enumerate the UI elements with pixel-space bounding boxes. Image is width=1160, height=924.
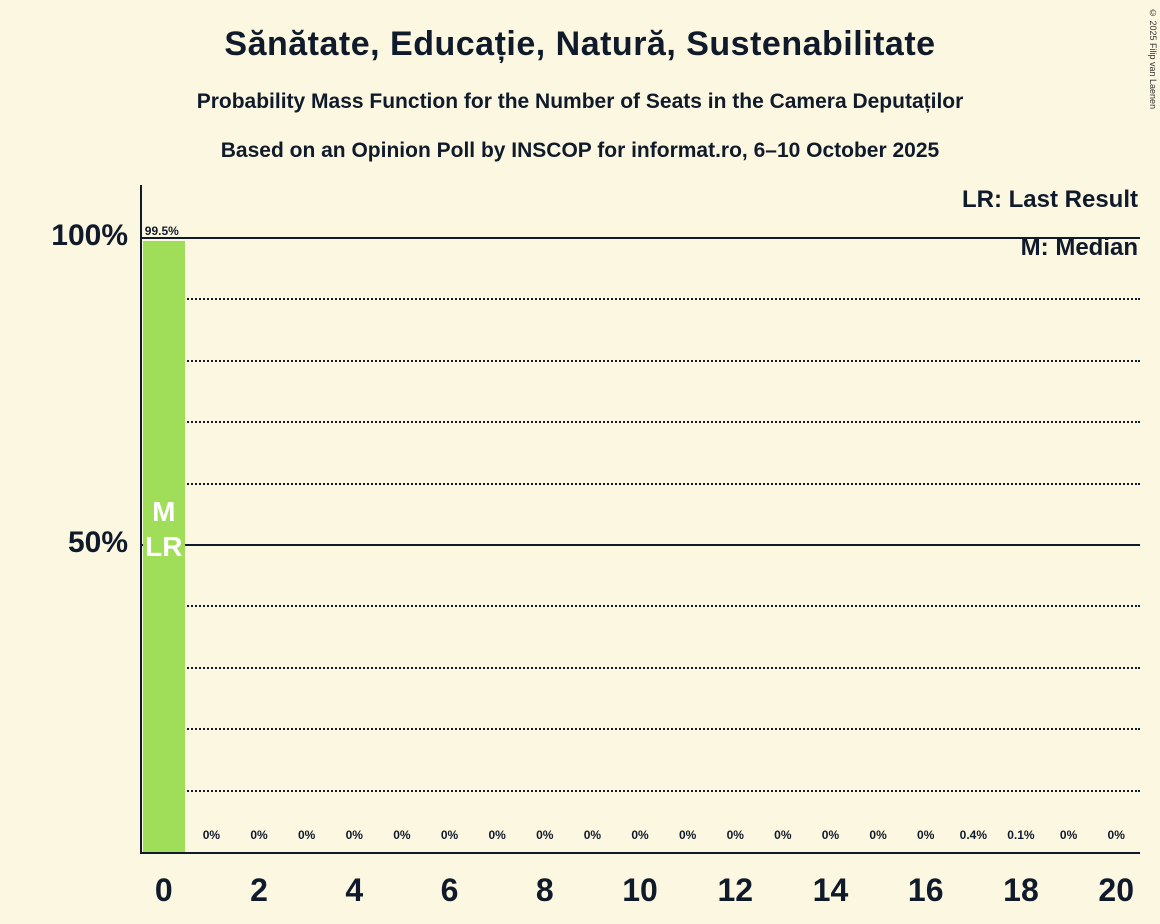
bar-value-label-seat-16: 0%	[917, 828, 935, 842]
gridline-100pct	[140, 237, 1140, 239]
x-tick-18: 18	[1003, 872, 1039, 908]
x-tick-0: 0	[154, 872, 173, 908]
x-tick-2: 2	[250, 872, 268, 908]
x-tick-10: 10	[622, 872, 658, 908]
y-tick-50: 50%	[67, 526, 128, 559]
bar-value-label-seat-11: 0%	[678, 828, 697, 842]
chart-source-line: Based on an Opinion Poll by INSCOP for i…	[220, 139, 940, 162]
gridline-80pct	[140, 359, 1140, 362]
bar-value-label-seat-13: 0%	[774, 828, 792, 842]
bar-value-label-seat-15: 0%	[869, 828, 887, 842]
legend-last-result: LR: Last Result	[961, 186, 1138, 213]
x-tick-8: 8	[535, 872, 554, 908]
gridline-60pct	[140, 482, 1140, 485]
bar-annotation-seat-0: M LR	[124, 494, 204, 564]
bar-value-label-seat-10: 0%	[631, 828, 649, 842]
bar-value-label-seat-2: 0%	[250, 828, 268, 842]
chart-subtitle: Probability Mass Function for the Number…	[196, 90, 964, 113]
page-title: Sănătate, Educație, Natură, Sustenabilit…	[224, 25, 936, 63]
bar-annotation-line-lr: LR	[145, 531, 183, 562]
bar-value-label-seat-12: 0%	[726, 828, 744, 842]
bar-value-label-seat-19: 0%	[1059, 828, 1078, 842]
bar-value-label-seat-9: 0%	[583, 828, 602, 842]
bar-value-label-seat-7: 0%	[488, 828, 506, 842]
x-axis-line	[140, 852, 1140, 854]
gridline-50pct	[140, 544, 1140, 546]
gridline-70pct	[140, 421, 1140, 424]
x-tick-14: 14	[812, 872, 849, 908]
bar-value-label-seat-14: 0%	[821, 828, 840, 842]
x-tick-4: 4	[345, 872, 364, 908]
bar-value-label-seat-4: 0%	[345, 828, 363, 842]
x-tick-20: 20	[1098, 872, 1134, 908]
bar-value-label-seat-1: 0%	[202, 828, 221, 842]
bar-value-label-seat-20: 0%	[1107, 828, 1125, 842]
bar-value-label-seat-8: 0%	[536, 828, 554, 842]
gridline-30pct	[140, 666, 1140, 669]
bar-value-label-seat-5: 0%	[393, 828, 411, 842]
copyright-notice: © 2025 Filip van Laenen	[1148, 8, 1158, 110]
gridline-90pct	[140, 298, 1140, 301]
x-tick-16: 16	[907, 872, 944, 908]
x-tick-6: 6	[440, 872, 459, 908]
x-tick-12: 12	[717, 872, 754, 908]
gridline-10pct	[140, 789, 1140, 792]
bar-value-label-seat-3: 0%	[297, 828, 316, 842]
bar-value-label-seat-18: 0.1%	[1007, 828, 1035, 842]
bar-seat-0	[142, 241, 185, 852]
bar-value-label-seat-0: 99.5%	[144, 224, 179, 239]
y-tick-100: 100%	[51, 219, 128, 252]
gridline-40pct	[140, 605, 1140, 608]
bar-value-label-seat-17: 0.4%	[959, 828, 987, 842]
bar-annotation-line-m: M	[152, 496, 176, 527]
bar-value-label-seat-6: 0%	[440, 828, 459, 842]
y-axis-line	[140, 185, 142, 852]
gridline-20pct	[140, 728, 1140, 731]
